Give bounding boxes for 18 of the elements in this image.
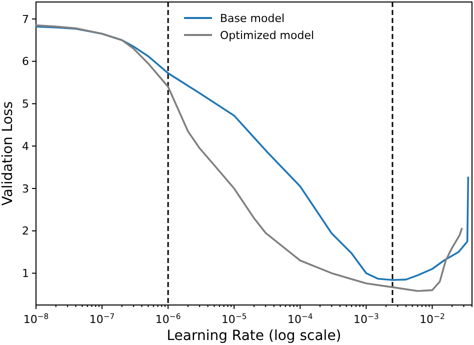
y-tick-label: 2 — [22, 224, 29, 238]
x-tick-label: 10$^{−2}$ — [420, 312, 446, 326]
y-tick-label: 4 — [22, 140, 29, 153]
x-tick-label: 10$^{−8}$ — [23, 312, 49, 326]
legend-label: Optimized model — [220, 28, 314, 42]
y-axis-title: Validation Loss — [0, 101, 16, 206]
x-tick-label: 10$^{−6}$ — [155, 312, 181, 326]
x-tick-label: 10$^{−4}$ — [287, 312, 313, 326]
x-tick-label: 10$^{−5}$ — [221, 312, 247, 326]
x-tick-label: 10$^{−3}$ — [354, 312, 379, 326]
y-tick-label: 7 — [22, 12, 29, 26]
x-axis-title: Learning Rate (log scale) — [166, 328, 342, 344]
x-tick-label: 10$^{−7}$ — [89, 312, 115, 326]
y-tick-label: 6 — [22, 55, 29, 68]
y-tick-label: 5 — [22, 98, 29, 111]
legend-label: Base model — [220, 12, 285, 25]
y-tick-label: 1 — [22, 267, 29, 280]
y-tick-label: 3 — [22, 182, 29, 196]
